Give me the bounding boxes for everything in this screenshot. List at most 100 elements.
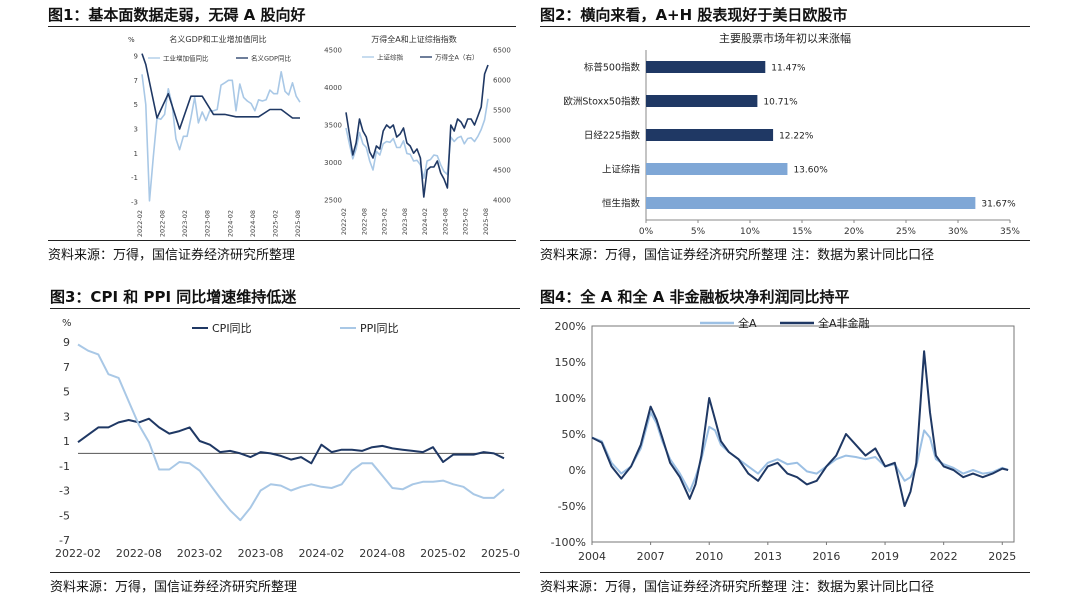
fig1b-series-sh [345,98,489,180]
fig1a-ytick: 9 [134,53,138,61]
fig1a-ytick: -3 [131,199,138,207]
fig3-chart: % -7 -5 -3 -1 1 3 5 7 9 2022-02 2022-08 2023-02 2023-… [55,318,520,560]
fig4-ytick: 50% [562,428,586,441]
fig2-data-label: 31.67% [981,200,1016,210]
fig4-xtick: 2007 [637,550,665,563]
fig3-title: 图3：CPI 和 PPI 同比增速维持低迷 [50,288,297,306]
fig1b-ytick-right: 5500 [493,107,511,115]
fig1b-ytick-left: 2500 [324,197,342,205]
fig2-bar [646,61,766,73]
fig1b-xtick: 2022-08 [360,208,368,235]
fig2-category-label: 恒生指数 [602,198,641,210]
fig1b-xtick: 2022-02 [340,208,348,235]
fig1b-xtick: 2023-02 [381,208,389,235]
fig4-ytick: 100% [555,392,586,405]
fig1a-xtick: 2022-08 [159,210,167,237]
fig2-data-label: 11.47% [771,64,806,74]
fig4-series-all-a [591,411,1009,493]
fig3-xtick: 2025-08 [481,547,520,560]
fig2-xtick: 20% [844,227,864,237]
fig1a-xtick: 2024-02 [226,210,234,237]
fig1a-xtick: 2024-08 [249,210,257,237]
fig2-source: 资料来源：万得，国信证券经济研究所整理 注：数据为累计同比口径 [540,248,935,263]
fig4-ytick: 0% [569,464,586,477]
fig1-title-rule [48,26,516,27]
fig1a-chart: 名义GDP和工业增加值同比% -3 -1 1 3 5 7 9 2022-02 2022-08 202… [128,34,302,237]
fig3-series-cpi [77,417,505,465]
fig3-title-rule [50,308,520,309]
fig3-ylabel: % [62,318,72,329]
fig2-bar [646,95,758,107]
fig3-xtick: 2025-02 [420,547,466,560]
fig2-xtick: 15% [792,227,812,237]
fig1b-ytick-right: 6000 [493,77,511,85]
fig1a-xtick: 2023-02 [181,210,189,237]
fig1b-series-winda [345,64,489,198]
fig2-bar [646,197,976,209]
fig1b-ytick-right: 6500 [493,47,511,55]
fig3-ytick: -1 [59,460,70,473]
fig1a-ytick: 7 [134,77,138,85]
fig1a-ylabel: % [128,36,135,44]
fig1-source: 资料来源：万得，国信证券经济研究所整理 [48,248,296,263]
fig4-ytick: 150% [555,356,586,369]
fig3-ytick: -3 [59,485,70,498]
fig1b-ytick-left: 3500 [324,122,342,130]
fig2-category-label: 欧洲Stoxx50指数 [563,96,640,108]
fig3-series-ppi [77,343,505,522]
fig4-xtick: 2013 [754,550,782,563]
fig1b-legend-winda: 万得全A（右） [435,53,478,62]
fig1a-ytick: 5 [134,101,138,109]
fig4-xtick: 2010 [695,550,723,563]
fig4-source-rule [540,572,1030,573]
fig4-ytick: 200% [555,320,586,333]
fig2-title: 主要股票市场年初以来涨幅 [719,31,851,45]
fig4-legend-nonfin: 全A非金融 [818,316,870,330]
fig3-ytick: -5 [59,509,70,522]
fig2-category-label: 上证综指 [602,164,641,176]
fig4-series-nonfin [591,350,1009,507]
fig4-title: 图4：全 A 和全 A 非金融板块净利润同比持平 [540,288,850,306]
fig1a-xtick: 2023-08 [204,210,212,237]
fig3-xtick: 2022-02 [55,547,101,560]
fig1a-xtick: 2022-02 [136,210,144,237]
fig2-xtick: 10% [740,227,760,237]
fig2-title-rule [540,26,1030,27]
fig1b-ytick-left: 4000 [324,84,342,92]
fig1a-xtick: 2025-08 [294,210,302,237]
fig3-ytick: -7 [59,534,70,547]
fig3-xtick: 2024-08 [359,547,405,560]
fig2-bar [646,129,774,141]
fig1a-title: 名义GDP和工业增加值同比 [169,34,266,44]
fig4-legend-all-a: 全A [738,316,757,330]
fig3-legend-cpi: CPI同比 [212,322,252,335]
fig4-xtick: 2019 [871,550,899,563]
fig1a-ytick: 3 [134,126,138,134]
fig4-title-rule [540,308,1030,309]
fig1a-xtick: 2025-02 [271,210,279,237]
fig3-source-rule [50,572,520,573]
fig4-xtick: 2016 [812,550,840,563]
fig2-xtick: 5% [691,227,706,237]
fig3-xtick: 2024-02 [298,547,344,560]
fig3-xtick: 2022-08 [116,547,162,560]
fig4-source: 资料来源：万得，国信证券经济研究所整理 注：数据为累计同比口径 [540,580,935,595]
fig1b-legend-sh: 上证综指 [377,53,404,62]
fig3-ytick: 1 [63,435,70,448]
fig1b-title: 万得全A和上证综指指数 [371,34,456,44]
fig1a-ytick: 1 [134,150,138,158]
fig3-legend-ppi: PPI同比 [360,322,399,335]
fig4-ytick: -100% [551,536,586,549]
fig2-bar [646,163,788,175]
fig3-ytick: 7 [63,361,70,374]
fig1b-xtick: 2024-08 [441,208,449,235]
fig2-data-label: 12.22% [779,132,814,142]
fig3-source: 资料来源：万得，国信证券经济研究所整理 [50,580,298,595]
fig2-category-label: 标普500指数 [584,62,641,74]
fig2-title: 图2：横向来看，A+H 股表现好于美日欧股市 [540,6,848,24]
fig1b-ytick-right: 4000 [493,197,511,205]
fig1b-ytick-left: 3000 [324,159,342,167]
fig1a-series-industrial [141,70,301,202]
fig2-source-rule [540,240,1030,241]
fig3-xtick: 2023-08 [238,547,284,560]
